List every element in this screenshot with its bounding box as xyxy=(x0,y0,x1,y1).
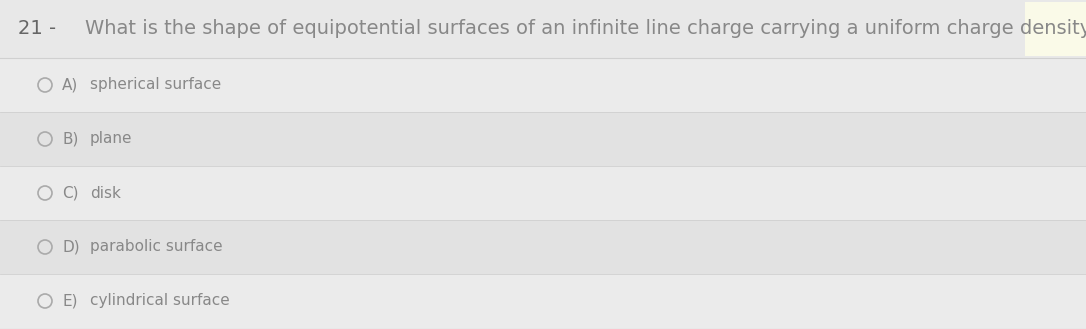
Text: parabolic surface: parabolic surface xyxy=(90,240,223,255)
Text: cylindrical surface: cylindrical surface xyxy=(90,293,230,309)
Text: B): B) xyxy=(62,132,78,146)
Text: A): A) xyxy=(62,78,78,92)
Text: C): C) xyxy=(62,186,78,200)
Text: spherical surface: spherical surface xyxy=(90,78,222,92)
Bar xyxy=(0,274,1086,328)
Bar xyxy=(0,166,1086,220)
Bar xyxy=(1025,2,1086,56)
Text: D): D) xyxy=(62,240,79,255)
Text: What is the shape of equipotential surfaces of an infinite line charge carrying : What is the shape of equipotential surfa… xyxy=(85,19,1086,38)
Bar xyxy=(0,112,1086,166)
Bar xyxy=(0,220,1086,274)
Text: disk: disk xyxy=(90,186,121,200)
Text: 21 -: 21 - xyxy=(18,19,56,38)
Bar xyxy=(0,58,1086,112)
Text: plane: plane xyxy=(90,132,132,146)
Text: E): E) xyxy=(62,293,77,309)
